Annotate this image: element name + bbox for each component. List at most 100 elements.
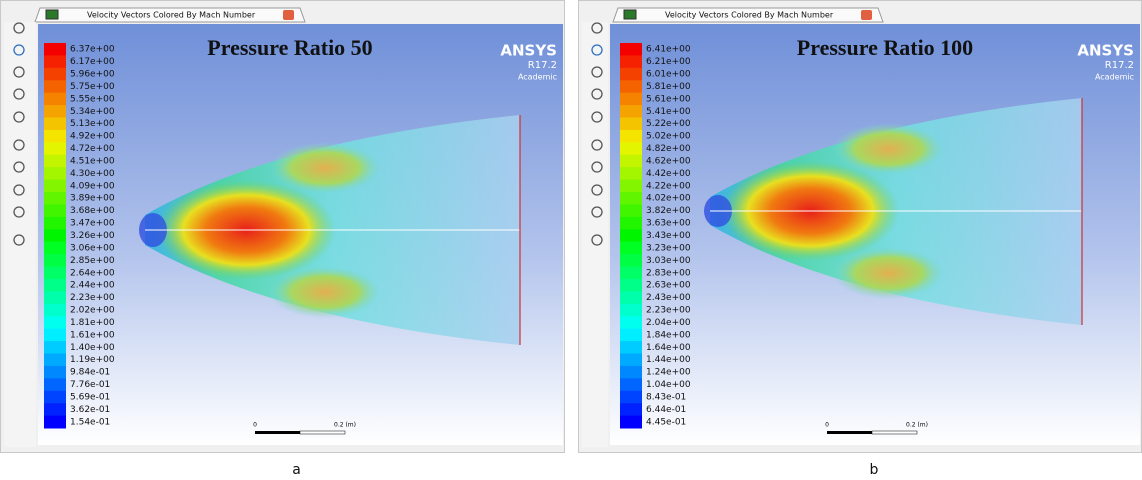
colorbar-segment xyxy=(620,242,642,255)
scale-end: 0.2 (m) xyxy=(334,422,356,429)
colorbar-label: 5.13e+00 xyxy=(70,119,115,129)
colorbar-label: 1.04e+00 xyxy=(646,380,691,390)
colorbar-segment xyxy=(620,192,642,205)
scale-bar xyxy=(872,431,917,434)
colorbar-label: 9.84e-01 xyxy=(70,368,110,378)
colorbar-segment xyxy=(44,329,66,342)
colorbar-label: 3.03e+00 xyxy=(646,256,691,266)
colorbar-segment xyxy=(44,217,66,230)
colorbar-label: 4.42e+00 xyxy=(646,169,691,179)
colorbar-label: 3.26e+00 xyxy=(70,231,115,241)
colorbar-label: 2.83e+00 xyxy=(646,268,691,278)
colorbar-label: 5.96e+00 xyxy=(70,70,115,80)
colorbar-segment xyxy=(620,80,642,93)
colorbar-segment xyxy=(44,353,66,366)
version: R17.2 xyxy=(1105,60,1134,71)
colorbar-segment xyxy=(620,391,642,404)
colorbar-segment xyxy=(44,279,66,292)
colorbar-label: 3.23e+00 xyxy=(646,243,691,253)
colorbar-label: 5.75e+00 xyxy=(70,82,115,92)
colorbar-segment xyxy=(44,242,66,255)
colorbar-segment xyxy=(44,93,66,106)
colorbar-segment xyxy=(620,366,642,379)
colorbar-label: 8.43e-01 xyxy=(646,392,686,402)
colorbar-segment xyxy=(620,155,642,168)
scale-bar xyxy=(827,431,872,434)
colorbar-segment xyxy=(44,167,66,180)
colorbar-segment xyxy=(44,105,66,118)
colorbar-segment xyxy=(620,180,642,193)
colorbar-segment xyxy=(44,254,66,267)
colorbar-segment xyxy=(44,316,66,329)
colorbar-segment xyxy=(620,130,642,143)
scale-bar xyxy=(300,431,345,434)
caption: b xyxy=(870,462,879,478)
colorbar-label: 1.24e+00 xyxy=(646,368,691,378)
tab-title: Velocity Vectors Colored By Mach Number xyxy=(87,11,256,20)
title: Pressure Ratio 50 xyxy=(207,35,372,60)
colorbar-segment xyxy=(620,416,642,429)
colorbar-segment xyxy=(620,105,642,118)
brand: ANSYS xyxy=(1077,42,1134,60)
colorbar-label: 4.92e+00 xyxy=(70,132,115,142)
colorbar-segment xyxy=(44,366,66,379)
edition: Academic xyxy=(518,73,557,82)
scale-end: 0.2 (m) xyxy=(906,422,928,429)
colorbar-label: 1.44e+00 xyxy=(646,355,691,365)
colorbar-segment xyxy=(620,229,642,242)
colorbar-label: 7.76e-01 xyxy=(70,380,110,390)
colorbar-segment xyxy=(44,68,66,81)
title: Pressure Ratio 100 xyxy=(797,35,973,60)
tab-close[interactable] xyxy=(861,10,872,20)
colorbar-label: 3.06e+00 xyxy=(70,243,115,253)
colorbar-label: 5.34e+00 xyxy=(70,107,115,117)
colorbar-label: 2.85e+00 xyxy=(70,256,115,266)
colorbar-label: 3.63e+00 xyxy=(646,219,691,229)
colorbar-label: 2.02e+00 xyxy=(70,306,115,316)
colorbar-label: 4.45e-01 xyxy=(646,417,686,427)
colorbar-segment xyxy=(620,403,642,416)
colorbar-segment xyxy=(44,229,66,242)
colorbar-label: 2.64e+00 xyxy=(70,268,115,278)
colorbar-segment xyxy=(44,416,66,429)
colorbar-segment xyxy=(44,291,66,304)
colorbar-label: 4.30e+00 xyxy=(70,169,115,179)
colorbar-segment xyxy=(620,217,642,230)
colorbar-segment xyxy=(44,155,66,168)
colorbar-segment xyxy=(620,142,642,155)
colorbar-segment xyxy=(44,118,66,131)
colorbar-segment xyxy=(44,180,66,193)
colorbar-segment xyxy=(620,204,642,217)
colorbar-segment xyxy=(44,55,66,68)
colorbar-label: 4.72e+00 xyxy=(70,144,115,154)
colorbar-label: 1.84e+00 xyxy=(646,330,691,340)
brand: ANSYS xyxy=(500,42,557,60)
tab-close[interactable] xyxy=(283,10,294,20)
colorbar-segment xyxy=(620,118,642,131)
colorbar-segment xyxy=(620,329,642,342)
colorbar-segment xyxy=(44,130,66,143)
colorbar-segment xyxy=(620,43,642,56)
colorbar-label: 1.40e+00 xyxy=(70,343,115,353)
colorbar-label: 3.43e+00 xyxy=(646,231,691,241)
colorbar-segment xyxy=(620,279,642,292)
colorbar-label: 5.02e+00 xyxy=(646,132,691,142)
colorbar-label: 6.37e+00 xyxy=(70,45,115,55)
colorbar-segment xyxy=(44,204,66,217)
colorbar-segment xyxy=(44,391,66,404)
colorbar-label: 4.62e+00 xyxy=(646,156,691,166)
colorbar-segment xyxy=(44,267,66,280)
colorbar-segment xyxy=(620,267,642,280)
colorbar-segment xyxy=(620,341,642,354)
colorbar-label: 3.82e+00 xyxy=(646,206,691,216)
colorbar-segment xyxy=(620,55,642,68)
colorbar-label: 5.55e+00 xyxy=(70,94,115,104)
scale-start: 0 xyxy=(825,422,829,429)
colorbar-label: 4.82e+00 xyxy=(646,144,691,154)
colorbar-label: 3.68e+00 xyxy=(70,206,115,216)
colorbar-segment xyxy=(44,304,66,317)
colorbar-label: 3.89e+00 xyxy=(70,194,115,204)
colorbar-label: 1.64e+00 xyxy=(646,343,691,353)
colorbar-segment xyxy=(620,93,642,106)
colorbar-segment xyxy=(620,316,642,329)
